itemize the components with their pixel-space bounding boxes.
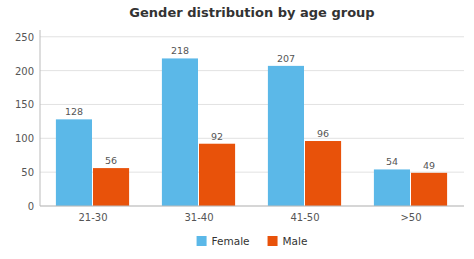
chart-title: Gender distribution by age group <box>129 5 374 20</box>
y-tick-label: 100 <box>15 133 34 144</box>
data-label: 218 <box>171 45 189 56</box>
data-label: 207 <box>277 53 295 64</box>
y-tick-label: 250 <box>15 32 34 43</box>
chart-container: Gender distribution by age group 0 50 100 15… <box>0 0 474 259</box>
legend-swatch <box>197 236 207 246</box>
grid-line <box>40 206 464 207</box>
legend: Female Male <box>197 235 308 247</box>
legend-item: Male <box>268 235 308 247</box>
bar <box>162 58 198 206</box>
legend-label: Male <box>283 235 308 247</box>
x-tick-label: 21-30 <box>78 212 107 223</box>
grid-line <box>40 36 464 37</box>
data-label: 49 <box>423 160 435 171</box>
grid <box>40 37 464 206</box>
legend-item: Female <box>197 235 250 247</box>
bar <box>199 144 235 206</box>
data-labels: 128 218 207 54 56 92 96 49 <box>65 45 435 170</box>
y-axis-line <box>40 30 41 206</box>
chart-svg: Gender distribution by age group 0 50 100 15… <box>0 0 474 259</box>
data-label: 54 <box>386 156 398 167</box>
legend-label: Female <box>212 235 250 247</box>
grid-line <box>40 104 464 105</box>
grid-line <box>40 138 464 139</box>
bar <box>305 141 341 206</box>
bar <box>56 119 92 206</box>
y-tick-label: 200 <box>15 66 34 77</box>
data-label: 96 <box>317 128 329 139</box>
bar <box>374 169 410 206</box>
data-label: 128 <box>65 106 83 117</box>
grid-line <box>40 70 464 71</box>
bar <box>411 173 447 206</box>
bars <box>56 58 447 206</box>
y-tick-label: 50 <box>21 167 34 178</box>
x-axis-line <box>40 206 464 207</box>
y-tick-label: 150 <box>15 99 34 110</box>
x-tick-label: 31-40 <box>184 212 213 223</box>
bar <box>93 168 129 206</box>
data-label: 56 <box>105 155 117 166</box>
legend-swatch <box>268 236 278 246</box>
x-tick-label: >50 <box>400 212 421 223</box>
x-tick-label: 41-50 <box>290 212 319 223</box>
bar <box>268 66 304 206</box>
data-label: 92 <box>211 131 223 142</box>
y-tick-label: 0 <box>28 201 34 212</box>
